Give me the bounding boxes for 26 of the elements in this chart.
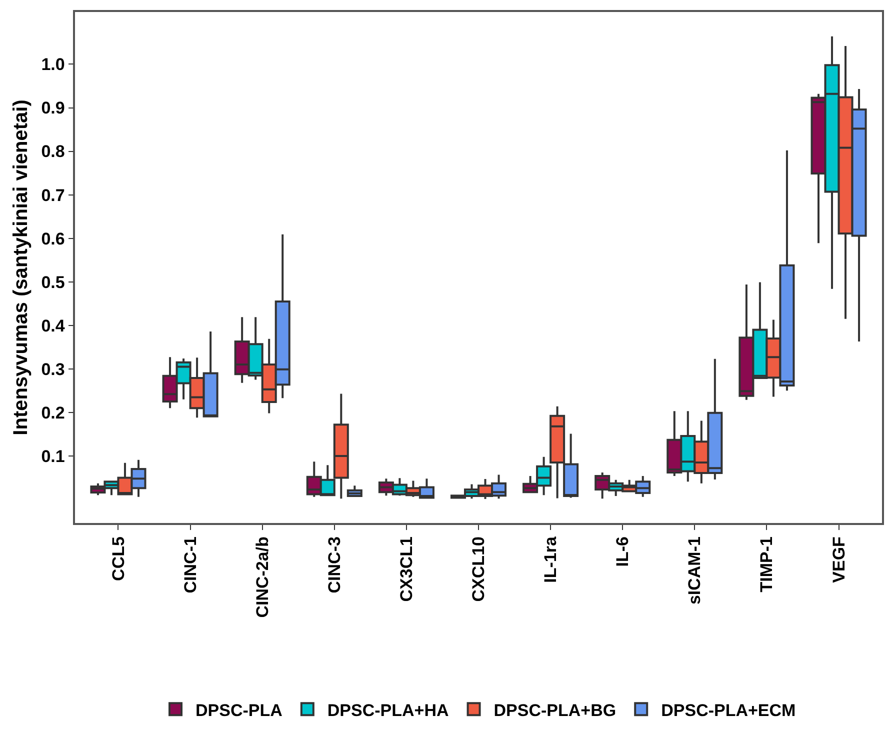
y-tick-label: 0.9 <box>41 98 65 118</box>
x-tick-label: CX3CL1 <box>396 536 416 602</box>
legend-label: DPSC-PLA+ECM <box>661 700 796 720</box>
x-tick-label: IL-6 <box>613 536 632 567</box>
x-tick-label: IL-1ra <box>541 536 560 583</box>
x-tick-label: VEGF <box>829 536 848 583</box>
x-tick-label: TIMP-1 <box>757 536 776 592</box>
x-tick-label: CCL5 <box>108 536 128 581</box>
x-tick-label: CINC-1 <box>180 536 200 594</box>
y-tick-label: 0.3 <box>41 360 65 379</box>
x-tick-label: CINC-2a/b <box>252 536 272 618</box>
y-tick-label: 0.4 <box>41 316 66 336</box>
x-tick-label: CXCL10 <box>469 536 488 602</box>
y-tick-label: 0.2 <box>41 403 65 422</box>
y-tick-label: 0.1 <box>41 446 65 466</box>
y-tick-label: 0.5 <box>41 272 65 292</box>
y-tick-label: 0.8 <box>41 142 65 162</box>
y-tick-label: 0.6 <box>41 229 65 248</box>
y-tick-label: 1.0 <box>41 55 65 74</box>
legend-label: DPSC-PLA+HA <box>327 700 449 720</box>
legend-label: DPSC-PLA+BG <box>494 700 616 720</box>
y-tick-label: 0.7 <box>41 186 65 205</box>
legend-label: DPSC-PLA <box>196 700 282 720</box>
y-axis-title: Intensyvumas (santykiniai vienetai) <box>10 100 32 436</box>
x-tick-label: sICAM-1 <box>685 536 704 605</box>
x-tick-label: CINC-3 <box>324 536 344 594</box>
